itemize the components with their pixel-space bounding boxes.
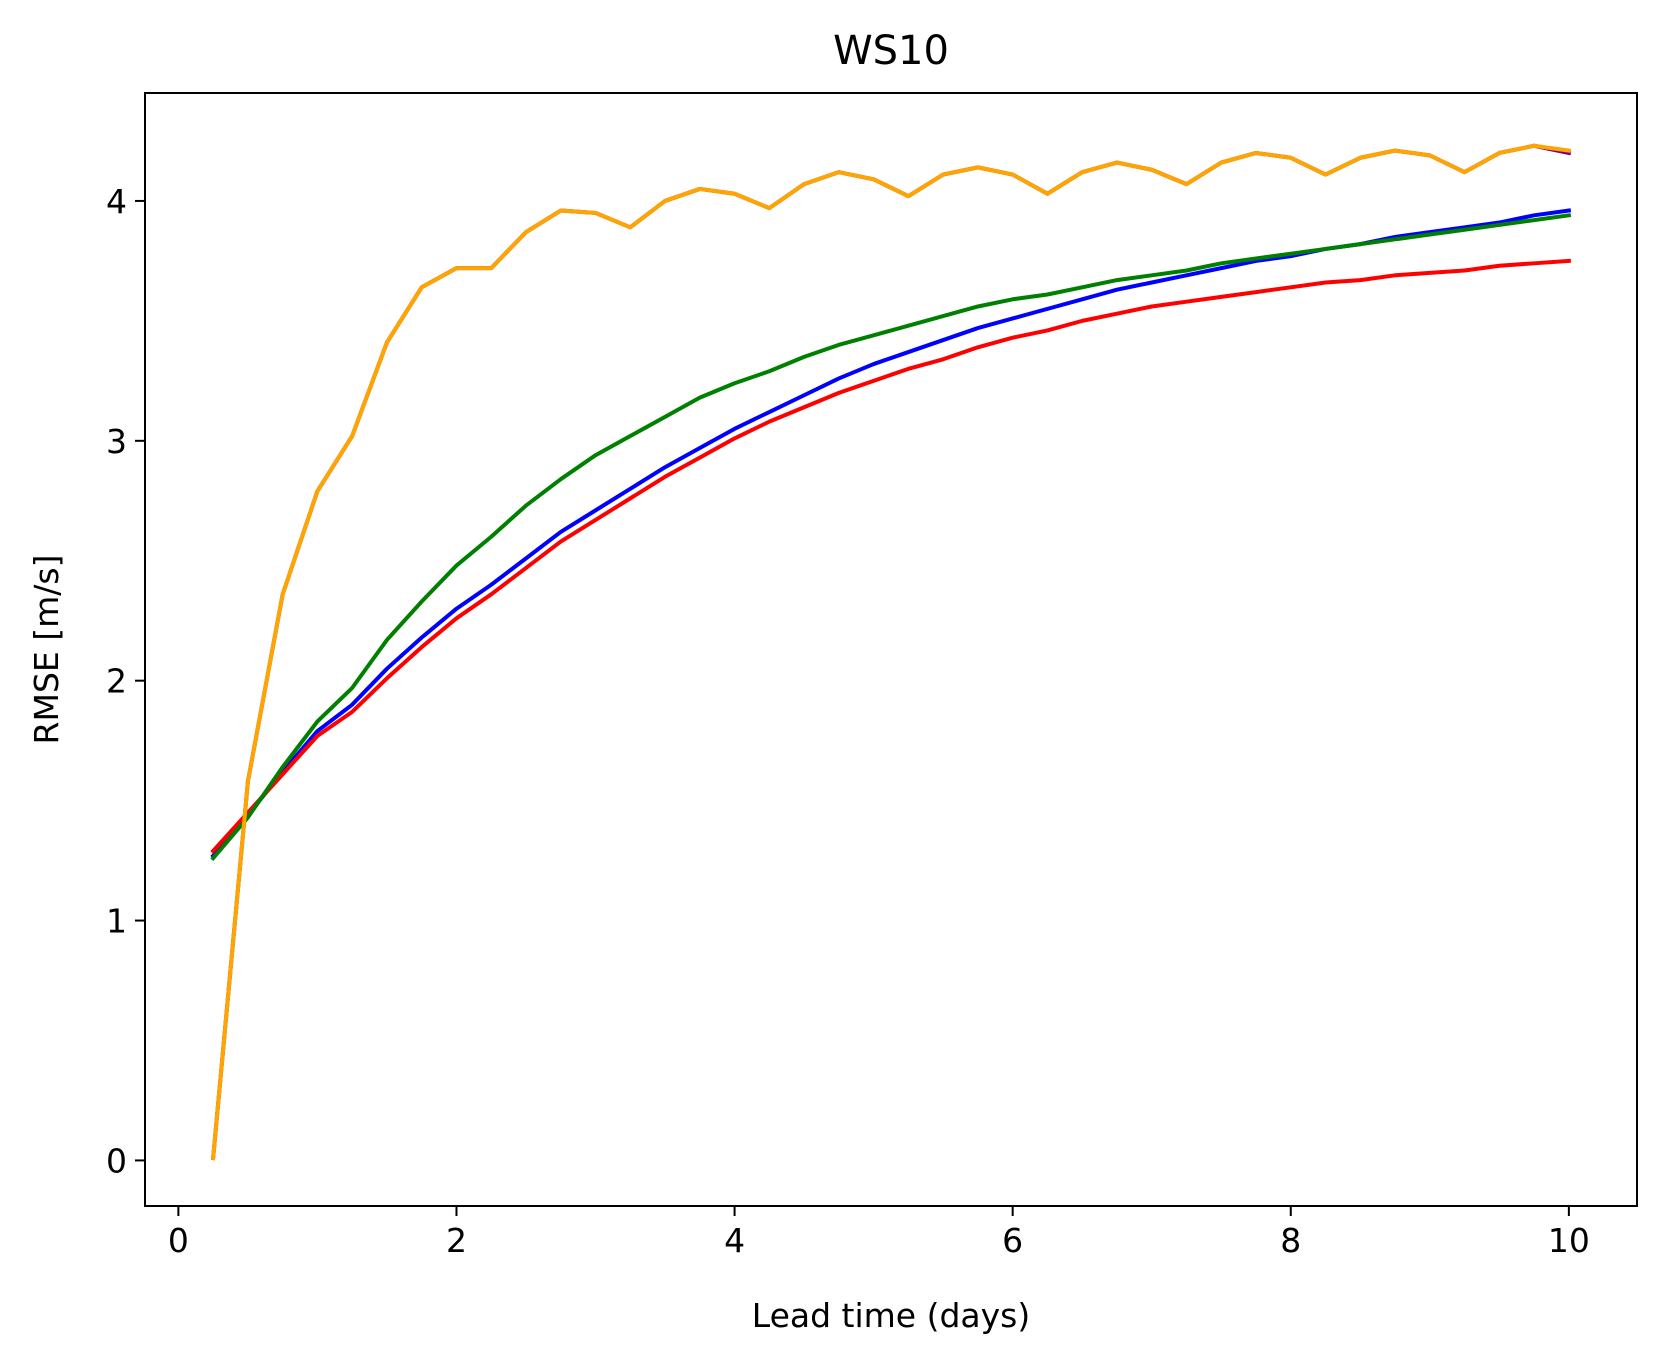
series-line-4 bbox=[210, 213, 1572, 862]
y-tick-label: 4 bbox=[106, 182, 127, 221]
ticks-layer: 0 2 4 6 8 10 0 1 2 3 4 bbox=[106, 182, 1590, 1260]
x-tick-label: 10 bbox=[1548, 1221, 1590, 1260]
x-tick-label: 4 bbox=[724, 1221, 745, 1260]
series-line-5 bbox=[210, 143, 1572, 1161]
plot-frame bbox=[144, 92, 1638, 1207]
y-tick-label: 0 bbox=[106, 1141, 127, 1180]
chart-title: WS10 bbox=[833, 28, 949, 74]
x-tick-label: 6 bbox=[1002, 1221, 1023, 1260]
y-tick-label: 2 bbox=[106, 662, 127, 701]
series-layer bbox=[210, 143, 1572, 1161]
series-line-3 bbox=[210, 258, 1572, 854]
x-tick-label: 0 bbox=[168, 1221, 189, 1260]
x-tick-label: 8 bbox=[1280, 1221, 1301, 1260]
y-tick-label: 1 bbox=[106, 902, 127, 941]
y-tick-label: 3 bbox=[106, 422, 127, 461]
x-tick-label: 2 bbox=[446, 1221, 467, 1260]
y-axis-label: RMSE [m/s] bbox=[27, 555, 66, 745]
x-axis-label: Lead time (days) bbox=[752, 1296, 1030, 1335]
